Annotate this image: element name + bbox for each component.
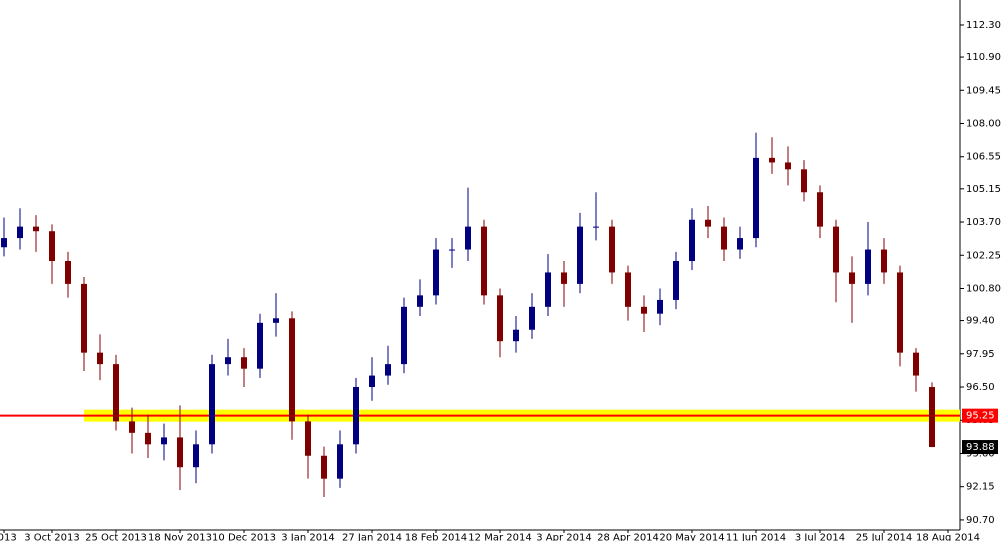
y-tick-label: 100.80 bbox=[966, 283, 1001, 294]
candle-body bbox=[145, 432, 151, 445]
candle-body bbox=[449, 249, 455, 251]
candle-body bbox=[705, 219, 711, 227]
level-price-box bbox=[962, 408, 998, 423]
candle-body bbox=[913, 352, 919, 376]
candle-body bbox=[481, 226, 487, 296]
candle-body bbox=[817, 192, 823, 227]
candle-body bbox=[65, 260, 71, 284]
candle-body bbox=[593, 226, 599, 228]
candle-body bbox=[337, 444, 343, 479]
y-tick-label: 105.15 bbox=[966, 184, 1001, 195]
x-tick-label: 18 Nov 2013 bbox=[148, 532, 212, 541]
candle-body bbox=[545, 272, 551, 307]
x-tick-label: 25 Oct 2013 bbox=[85, 532, 147, 541]
candle-body bbox=[689, 219, 695, 261]
candle-body bbox=[801, 169, 807, 193]
y-tick-label: 99.40 bbox=[966, 316, 995, 327]
candle-body bbox=[321, 455, 327, 479]
x-tick-label: 20 May 2014 bbox=[659, 532, 724, 541]
x-tick-label: 3 Apr 2014 bbox=[536, 532, 591, 541]
candle-body bbox=[609, 226, 615, 273]
candle-body bbox=[417, 295, 423, 307]
candle-body bbox=[577, 226, 583, 284]
candle-body bbox=[353, 387, 359, 445]
candle-body bbox=[49, 231, 55, 261]
x-tick-label: 28 Apr 2014 bbox=[597, 532, 659, 541]
candle-body bbox=[785, 162, 791, 170]
candle-body bbox=[721, 226, 727, 250]
candle-body bbox=[161, 437, 167, 445]
x-tick-label: 3 Oct 2013 bbox=[24, 532, 79, 541]
last-price-box bbox=[962, 440, 998, 455]
candle-body bbox=[497, 295, 503, 342]
x-tick-label: 27 Jan 2014 bbox=[342, 532, 402, 541]
candle-body bbox=[113, 364, 119, 422]
candle-body bbox=[129, 421, 135, 433]
y-tick-label: 110.90 bbox=[966, 52, 1001, 63]
y-tick-label: 112.30 bbox=[966, 20, 1001, 31]
candle-body bbox=[81, 283, 87, 353]
candle-body bbox=[305, 421, 311, 456]
x-tick-label: 2013 bbox=[0, 532, 17, 541]
candle-body bbox=[753, 157, 759, 239]
y-tick-label: 90.70 bbox=[966, 515, 995, 526]
y-tick-label: 106.55 bbox=[966, 152, 1001, 163]
candle-body bbox=[929, 387, 935, 448]
candle-body bbox=[641, 306, 647, 314]
candle-body bbox=[769, 157, 775, 163]
candle-body bbox=[33, 226, 39, 232]
candle-body bbox=[673, 260, 679, 300]
candle-body bbox=[289, 318, 295, 422]
y-tick-label: 103.70 bbox=[966, 217, 1001, 228]
candle-body bbox=[17, 226, 23, 239]
x-tick-label: 25 Jul 2014 bbox=[856, 532, 913, 541]
y-tick-label: 102.25 bbox=[966, 250, 1001, 261]
candle-body bbox=[833, 226, 839, 273]
candle-body bbox=[273, 318, 279, 323]
y-tick-label: 92.15 bbox=[966, 482, 995, 493]
y-tick-label: 108.00 bbox=[966, 119, 1001, 130]
candle-body bbox=[561, 272, 567, 284]
x-tick-label: 12 Mar 2014 bbox=[468, 532, 531, 541]
candle-body bbox=[209, 364, 215, 445]
candle-body bbox=[849, 272, 855, 284]
x-tick-label: 18 Aug 2014 bbox=[916, 532, 980, 541]
candle-body bbox=[865, 249, 871, 284]
candle-body bbox=[401, 306, 407, 365]
candle-body bbox=[465, 226, 471, 250]
candle-body bbox=[737, 238, 743, 250]
candle-body bbox=[385, 364, 391, 376]
candle-body bbox=[513, 329, 519, 342]
y-tick-label: 109.45 bbox=[966, 85, 1001, 96]
candle-body bbox=[257, 322, 263, 369]
x-tick-label: 3 Jul 2014 bbox=[795, 532, 845, 541]
candle-body bbox=[193, 444, 199, 468]
candle-body bbox=[881, 249, 887, 273]
candle-body bbox=[529, 306, 535, 330]
x-tick-label: 3 Jan 2014 bbox=[281, 532, 335, 541]
candle-body bbox=[369, 375, 375, 388]
candle-body bbox=[1, 238, 7, 248]
y-tick-label: 97.95 bbox=[966, 349, 995, 360]
candle-body bbox=[657, 299, 663, 314]
candle-body bbox=[97, 352, 103, 365]
candle-body bbox=[177, 437, 183, 468]
candle-body bbox=[897, 272, 903, 353]
level-price-label: 95.25 bbox=[966, 411, 995, 422]
x-tick-label: 18 Feb 2014 bbox=[405, 532, 467, 541]
x-tick-label: 10 Dec 2013 bbox=[212, 532, 276, 541]
last-price-label: 93.88 bbox=[966, 442, 995, 453]
y-tick-label: 96.50 bbox=[966, 382, 995, 393]
candle-body bbox=[625, 272, 631, 307]
candle-body bbox=[433, 249, 439, 296]
candle-body bbox=[241, 357, 247, 369]
x-tick-label: 11 Jun 2014 bbox=[726, 532, 786, 541]
candle-body bbox=[225, 357, 231, 365]
